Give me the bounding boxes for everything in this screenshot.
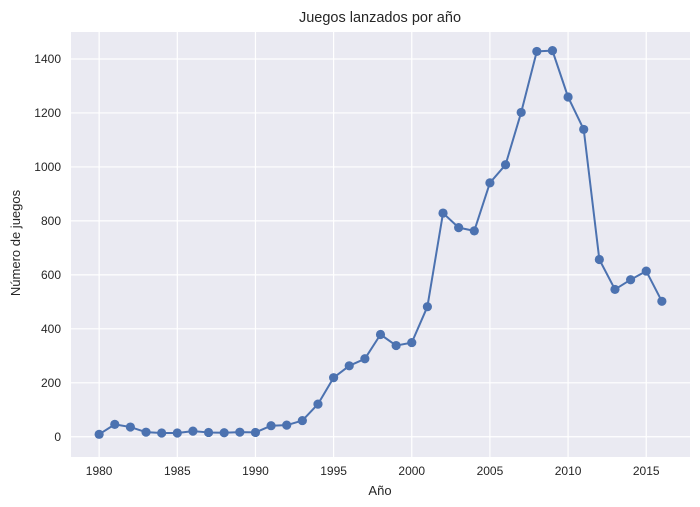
x-tick-label: 1990 [242,464,269,478]
data-point [657,296,667,306]
y-tick-label: 400 [41,322,61,336]
y-tick-label: 1400 [34,52,61,66]
y-tick-label: 0 [54,430,61,444]
data-point [94,429,104,439]
data-point [235,427,245,437]
data-point [219,428,229,438]
data-point [594,254,604,265]
y-axis-ticks: 0 200 400 600 800 1000 1200 1400 [34,52,61,444]
data-point [516,107,526,118]
data-point [203,427,214,438]
data-point [641,266,651,276]
data-point [266,421,276,431]
data-point [579,124,589,135]
x-tick-label: 1980 [86,464,113,478]
data-point [297,415,307,426]
data-point [469,226,479,236]
y-tick-label: 800 [41,214,61,228]
x-tick-label: 1995 [320,464,347,478]
data-point [610,284,620,295]
data-point [500,160,511,170]
x-tick-label: 1985 [164,464,191,478]
data-point [125,422,135,432]
data-point [188,426,198,436]
data-point [157,428,167,438]
x-axis-label: Año [368,483,391,498]
data-point [141,427,151,437]
grid-lines [71,32,690,457]
data-point [344,361,354,371]
y-tick-label: 600 [41,268,61,282]
data-point [313,399,323,409]
plot-background [71,32,690,457]
data-point [485,178,495,188]
x-tick-label: 2015 [633,464,660,478]
series-group [94,46,667,439]
data-point [407,337,417,348]
data-point [563,92,573,102]
data-point [250,427,261,438]
y-axis-label: Número de juegos [8,189,23,296]
x-axis-ticks: 1980 1985 1990 1995 2000 2005 2010 2015 [86,464,660,478]
y-tick-label: 1200 [34,106,61,120]
data-point [375,329,386,340]
data-point [110,419,120,429]
x-tick-label: 2010 [555,464,582,478]
data-point [626,275,636,285]
data-point [547,46,558,56]
y-tick-label: 200 [41,376,61,390]
y-tick-label: 1000 [34,160,61,174]
data-point [438,208,448,218]
data-point [532,46,542,57]
data-point [329,373,339,383]
data-point [360,354,370,364]
data-point [282,420,292,430]
x-tick-label: 2000 [398,464,425,478]
data-point [454,223,464,233]
x-tick-label: 2005 [477,464,504,478]
data-point [422,302,432,312]
data-point [172,428,182,438]
data-point [391,340,401,351]
chart-title: Juegos lanzados por año [299,10,461,26]
